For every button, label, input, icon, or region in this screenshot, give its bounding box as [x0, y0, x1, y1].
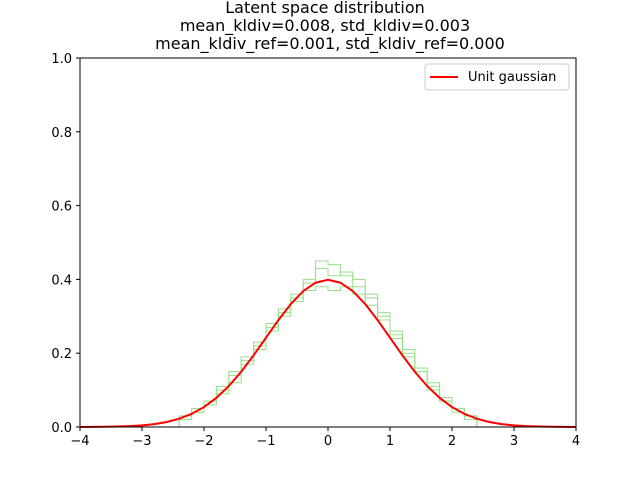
series-lines: [79, 278, 577, 428]
x-tick-label: −1: [256, 434, 275, 449]
title-line-2: mean_kldiv=0.008, std_kldiv=0.003: [180, 16, 470, 36]
x-tick-label: 0: [324, 434, 332, 449]
x-tick-label: −3: [132, 434, 151, 449]
histogram-2: [178, 286, 478, 427]
legend-label-unit-gaussian: Unit gaussian: [468, 70, 556, 85]
histogram-3: [178, 260, 478, 427]
y-tick-label: 0.6: [51, 200, 72, 215]
legend-box: [424, 63, 570, 91]
x-tick-label: 3: [510, 434, 518, 449]
plot-frame: [79, 57, 577, 428]
x-tick-label: 1: [386, 434, 394, 449]
x-tick-label: −4: [70, 434, 89, 449]
x-axis: −4 −3 −2 −1 0 1 2 3 4: [70, 427, 580, 449]
y-axis: 0.0 0.2 0.4 0.6 0.8 1.0: [51, 52, 80, 436]
histograms: [178, 260, 478, 427]
x-tick-label: −2: [194, 434, 213, 449]
x-tick-label: 4: [572, 434, 580, 449]
y-tick-label: 0.8: [51, 126, 72, 141]
y-tick-label: 0.2: [51, 347, 72, 362]
title-line-3: mean_kldiv_ref=0.001, std_kldiv_ref=0.00…: [155, 34, 505, 54]
y-tick-label: 0.4: [51, 273, 72, 288]
y-tick-label: 0.0: [51, 421, 72, 436]
y-tick-label: 1.0: [51, 52, 72, 67]
series-line-unit-gaussian: [79, 278, 577, 428]
histogram-1: [178, 267, 478, 427]
title-line-1: Latent space distribution: [225, 0, 425, 17]
title: Latent space distribution mean_kldiv=0.0…: [155, 0, 505, 54]
legend: Unit gaussian: [424, 63, 570, 91]
x-tick-label: 2: [448, 434, 456, 449]
